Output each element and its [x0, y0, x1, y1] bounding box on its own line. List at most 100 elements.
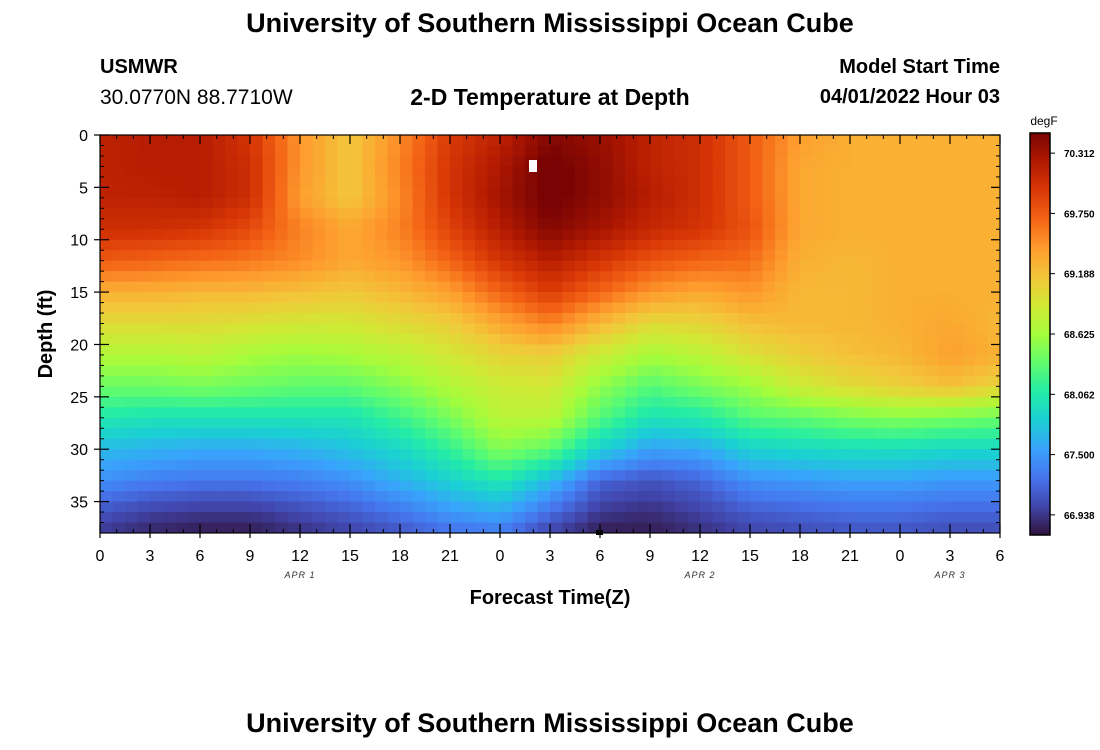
heatmap-cell: [600, 334, 614, 346]
heatmap-cell: [687, 260, 701, 272]
heatmap-cell: [550, 396, 564, 408]
station-coordinates: 30.0770N 88.7710W: [100, 86, 293, 109]
heatmap-cell: [287, 135, 301, 147]
heatmap-cell: [237, 470, 251, 482]
heatmap-cell: [487, 491, 501, 503]
heatmap-cell: [162, 250, 176, 262]
temperature-depth-chart: 0 3 6 9 12 15 18 21 0 3 6 9 12 15 18 21 0 3 6 051015202530…: [35, 114, 1095, 609]
heatmap-cell: [837, 313, 851, 325]
heatmap-cell: [725, 302, 739, 314]
heatmap-cell: [887, 438, 901, 450]
heatmap-cell: [237, 323, 251, 335]
heatmap-cell: [312, 512, 326, 524]
heatmap-cell: [137, 396, 151, 408]
heatmap-cell: [775, 145, 789, 157]
heatmap-cell: [262, 197, 276, 209]
heatmap-cell: [375, 271, 389, 283]
heatmap-cell: [150, 491, 164, 503]
heatmap-cell: [512, 208, 526, 220]
heatmap-cell: [925, 260, 939, 272]
heatmap-cell: [900, 302, 914, 314]
heatmap-cell: [200, 135, 214, 147]
heatmap-cell: [775, 281, 789, 293]
heatmap-cell: [287, 449, 301, 461]
heatmap-cell: [700, 491, 714, 503]
heatmap-cell: [237, 313, 251, 325]
heatmap-cell: [687, 218, 701, 230]
heatmap-cell: [750, 208, 764, 220]
heatmap-cell: [125, 470, 139, 482]
heatmap-cell: [587, 323, 601, 335]
heatmap-cell: [725, 470, 739, 482]
heatmap-cell: [875, 386, 889, 398]
heatmap-cell: [187, 375, 201, 387]
heatmap-cell: [925, 470, 939, 482]
heatmap-cell: [912, 417, 926, 429]
heatmap-cell: [187, 313, 201, 325]
heatmap-cell: [312, 135, 326, 147]
heatmap-cell: [212, 438, 226, 450]
heatmap-cell: [600, 229, 614, 241]
heatmap-cell: [725, 491, 739, 503]
heatmap-cell: [862, 176, 876, 188]
heatmap-cell: [262, 470, 276, 482]
heatmap-cell: [575, 365, 589, 377]
heatmap-cell: [812, 250, 826, 262]
heatmap-cell: [575, 396, 589, 408]
heatmap-cell: [812, 271, 826, 283]
heatmap-cell: [650, 449, 664, 461]
heatmap-cell: [275, 480, 289, 492]
heatmap-cell: [687, 302, 701, 314]
heatmap-cell: [262, 176, 276, 188]
heatmap-cell: [675, 501, 689, 513]
heatmap-cell: [112, 396, 126, 408]
heatmap-cell: [787, 449, 801, 461]
heatmap-cell: [387, 407, 401, 419]
heatmap-cell: [500, 501, 514, 513]
heatmap-cell: [487, 480, 501, 492]
heatmap-cell: [700, 313, 714, 325]
heatmap-cell: [462, 197, 476, 209]
heatmap-cell: [162, 302, 176, 314]
heatmap-cell: [687, 250, 701, 262]
heatmap-cell: [950, 407, 964, 419]
heatmap-cell: [212, 449, 226, 461]
heatmap-cell: [875, 375, 889, 387]
heatmap-cell: [712, 281, 726, 293]
heatmap-cell: [512, 459, 526, 471]
heatmap-cell: [350, 396, 364, 408]
heatmap-cell: [550, 470, 564, 482]
heatmap-cell: [462, 229, 476, 241]
heatmap-cell: [300, 176, 314, 188]
heatmap-cell: [987, 323, 1000, 335]
heatmap-cell: [512, 313, 526, 325]
y-tick-label: 35: [70, 495, 88, 512]
heatmap-cell: [150, 281, 164, 293]
heatmap-cell: [312, 438, 326, 450]
heatmap-cell: [125, 187, 139, 199]
heatmap-cell: [775, 334, 789, 346]
heatmap-cell: [625, 334, 639, 346]
heatmap-cell: [475, 292, 489, 304]
heatmap-cell: [175, 365, 189, 377]
heatmap-cell: [912, 176, 926, 188]
heatmap-cell: [137, 250, 151, 262]
heatmap-cell: [425, 470, 439, 482]
heatmap-cell: [412, 208, 426, 220]
heatmap-cell: [150, 512, 164, 524]
heatmap-cell: [825, 417, 839, 429]
heatmap-cell: [712, 302, 726, 314]
colorbar-ticks: 70.31269.75069.18868.62568.06267.50066.9…: [1050, 149, 1095, 522]
heatmap-cell: [600, 417, 614, 429]
heatmap-cell: [800, 313, 814, 325]
heatmap-cell: [362, 176, 376, 188]
heatmap-cell: [787, 239, 801, 251]
heatmap-cell: [925, 491, 939, 503]
heatmap-cell: [687, 354, 701, 367]
heatmap-cell: [812, 239, 826, 251]
heatmap-cell: [400, 145, 414, 157]
heatmap-cell: [575, 480, 589, 492]
heatmap-cell: [562, 365, 576, 377]
heatmap-cell: [487, 344, 501, 356]
heatmap-cell: [900, 260, 914, 272]
